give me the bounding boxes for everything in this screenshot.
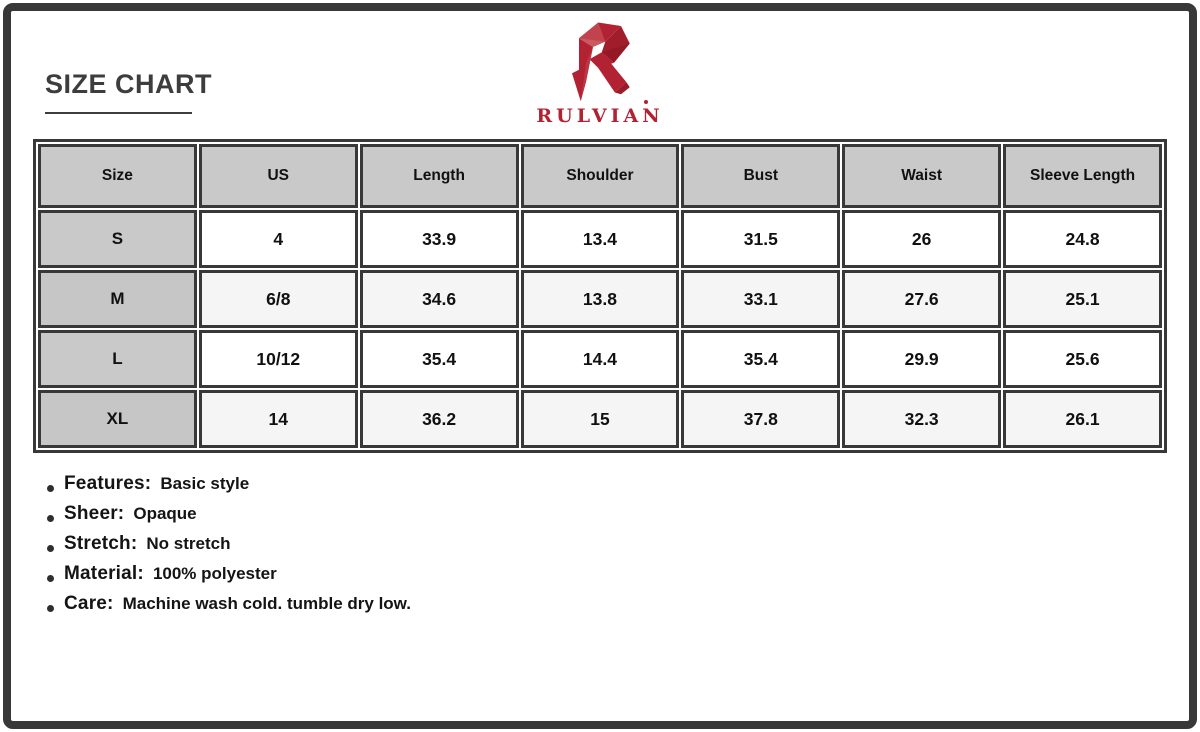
title-block: SIZE CHART (45, 69, 212, 114)
detail-label: Stretch: (64, 533, 138, 554)
column-header: Length (359, 144, 519, 208)
table-cell: 26 (842, 210, 1002, 268)
detail-label: Features: (64, 473, 152, 494)
column-header: Waist (842, 144, 1002, 208)
list-item: Material: 100% polyester (47, 563, 411, 593)
table-cell: 26.1 (1003, 390, 1162, 448)
table-cell: 4 (198, 210, 358, 268)
table-cell: 35.4 (681, 330, 841, 388)
wordmark-i-dot (644, 100, 648, 104)
table-header-row: Size US Length Shoulder Bust Waist Sleeve Leng… (38, 144, 1162, 208)
table-cell: 37.8 (681, 390, 841, 448)
size-chart-table: Size US Length Shoulder Bust Waist Sleeve Leng… (33, 139, 1167, 453)
detail-label: Sheer: (64, 503, 125, 524)
table-cell: 32.3 (842, 390, 1002, 448)
table-cell: 15 (520, 390, 680, 448)
product-details-list: Features: Basic style Sheer: Opaque Stretch:… (47, 473, 411, 623)
table-row: S 4 33.9 13.4 31.5 26 24.8 (38, 210, 1162, 268)
angular-r-logo-icon (572, 22, 630, 102)
bullet-icon (47, 604, 54, 612)
brand-name-text: RULVIAN (536, 105, 664, 127)
detail-label: Material: (64, 563, 144, 584)
detail-value: Machine wash cold. tumble dry low. (122, 594, 411, 613)
table-cell: 6/8 (198, 270, 358, 328)
table-cell: 24.8 (1003, 210, 1162, 268)
table-cell: 13.4 (520, 210, 680, 268)
title-underline (45, 112, 192, 114)
column-header: Shoulder (520, 144, 680, 208)
size-label-cell: M (38, 270, 197, 328)
table-cell: 31.5 (681, 210, 841, 268)
table-cell: 10/12 (198, 330, 358, 388)
list-item: Care: Machine wash cold. tumble dry low. (47, 593, 411, 623)
table-cell: 33.9 (359, 210, 519, 268)
column-header: Size (38, 144, 197, 208)
table-cell: 35.4 (359, 330, 519, 388)
table-row: M 6/8 34.6 13.8 33.1 27.6 25.1 (38, 270, 1162, 328)
table-cell: 33.1 (681, 270, 841, 328)
table-cell: 13.8 (520, 270, 680, 328)
table-cell: 14.4 (520, 330, 680, 388)
table-row: XL 14 36.2 15 37.8 32.3 26.1 (38, 390, 1162, 448)
page-title: SIZE CHART (45, 69, 212, 99)
brand-logo: RULVIAN (490, 19, 710, 127)
column-header: Bust (681, 144, 841, 208)
bullet-icon (47, 544, 54, 552)
bullet-icon (47, 574, 54, 582)
bullet-icon (47, 484, 54, 492)
table-cell: 25.6 (1003, 330, 1162, 388)
table-row: L 10/12 35.4 14.4 35.4 29.9 25.6 (38, 330, 1162, 388)
table-cell: 29.9 (842, 330, 1002, 388)
table-cell: 27.6 (842, 270, 1002, 328)
detail-value: 100% polyester (152, 564, 277, 583)
list-item: Features: Basic style (47, 473, 411, 503)
column-header: Sleeve Length (1003, 144, 1162, 208)
column-header: US (198, 144, 358, 208)
bullet-icon (47, 514, 54, 522)
size-label-cell: XL (38, 390, 197, 448)
table-cell: 14 (198, 390, 358, 448)
table-cell: 34.6 (359, 270, 519, 328)
chart-frame: SIZE CHART RULVIAN Size US Length Shoulder B… (3, 3, 1197, 729)
table-cell: 25.1 (1003, 270, 1162, 328)
detail-value: Opaque (133, 504, 197, 523)
brand-wordmark: RULVIAN (490, 100, 710, 127)
size-label-cell: L (38, 330, 197, 388)
detail-value: No stretch (146, 534, 231, 553)
detail-value: Basic style (160, 474, 250, 493)
list-item: Sheer: Opaque (47, 503, 411, 533)
size-label-cell: S (38, 210, 197, 268)
list-item: Stretch: No stretch (47, 533, 411, 563)
table-cell: 36.2 (359, 390, 519, 448)
detail-label: Care: (64, 593, 114, 614)
